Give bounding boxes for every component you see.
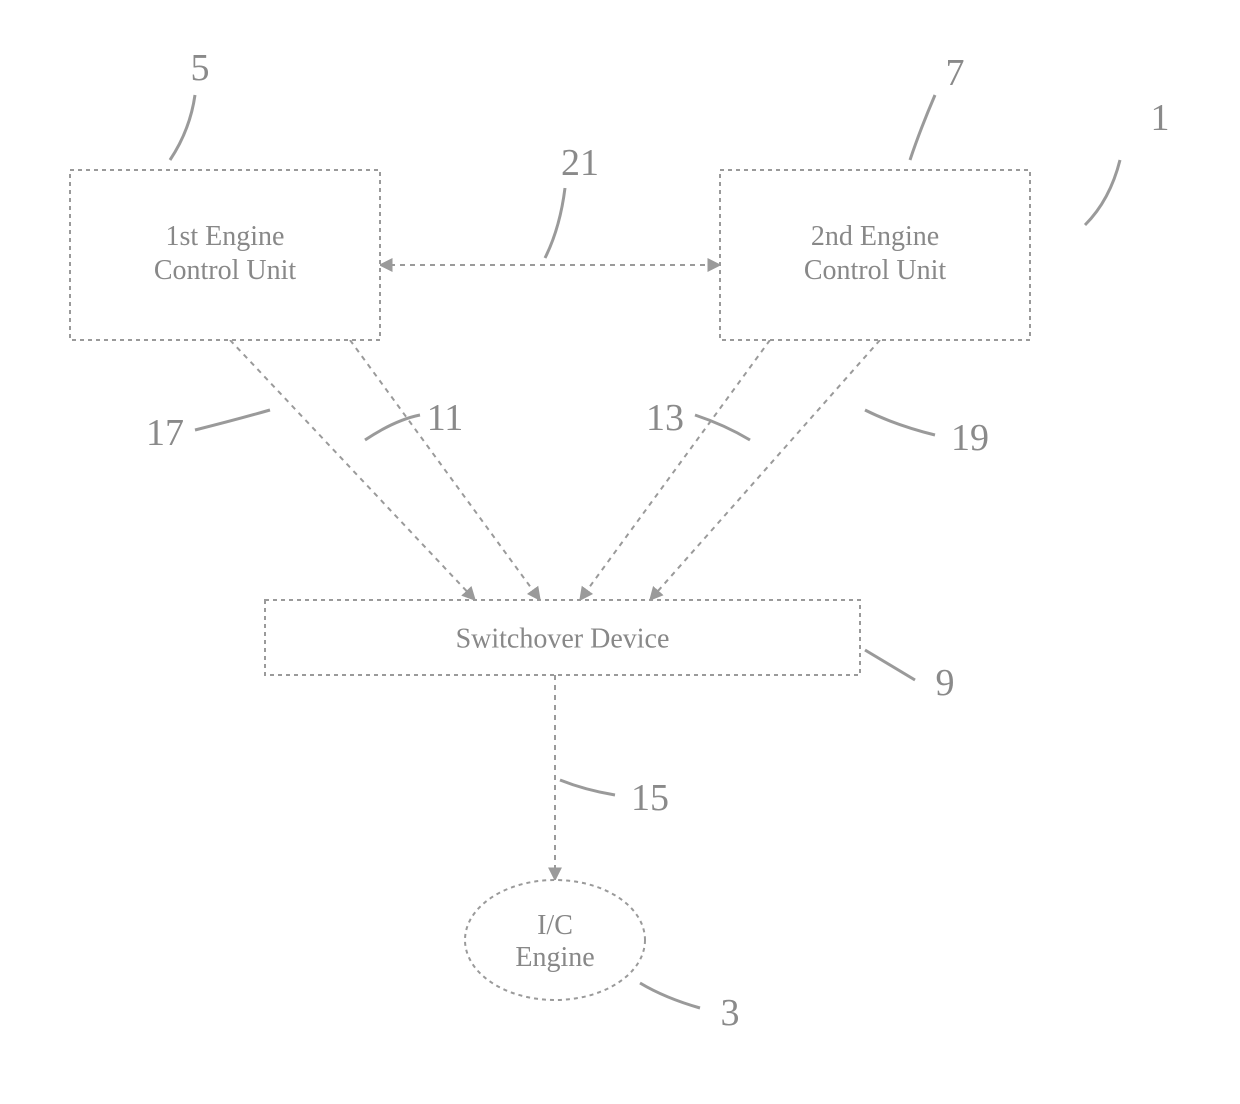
block-diagram: 1st EngineControl Unit2nd EngineControl … [0,0,1240,1104]
connector-c11 [350,340,540,600]
ecu2-label-1: 2nd Engine [811,221,939,252]
ref-label-n11: 11 [427,397,464,439]
ref-label-n19: 19 [951,417,989,459]
ecu2-label-2: Control Unit [804,255,947,286]
engine-label-1: I/C [537,910,573,941]
ecu1-label-1: 1st Engine [166,221,285,252]
leader-n21 [545,188,565,258]
leader-n13 [695,415,750,440]
engine-label-2: Engine [515,942,594,973]
ref-label-n9: 9 [936,662,955,704]
leader-n7 [910,95,935,160]
ref-label-n7: 7 [946,52,965,94]
leader-n11 [365,415,420,440]
ref-label-n21: 21 [561,142,599,184]
ecu1-label-2: Control Unit [154,255,297,286]
connector-c13 [580,340,770,600]
leader-n5 [170,95,195,160]
connector-c17 [230,340,475,600]
leader-n1 [1085,160,1120,225]
boxes-layer: 1st EngineControl Unit2nd EngineControl … [70,170,1030,1000]
ref-label-n15: 15 [631,777,669,819]
connector-c19 [650,340,880,600]
leader-n15 [560,780,615,795]
leader-n17 [195,410,270,430]
ref-label-n17: 17 [146,412,184,454]
leader-n9 [865,650,915,680]
switchover-label: Switchover Device [456,624,670,655]
ref-label-n3: 3 [721,992,740,1034]
connectors-layer [230,265,880,880]
ref-label-n5: 5 [191,47,210,89]
ref-label-n13: 13 [646,397,684,439]
leader-n3 [640,983,700,1008]
leader-n19 [865,410,935,435]
ref-label-n1: 1 [1151,97,1170,139]
